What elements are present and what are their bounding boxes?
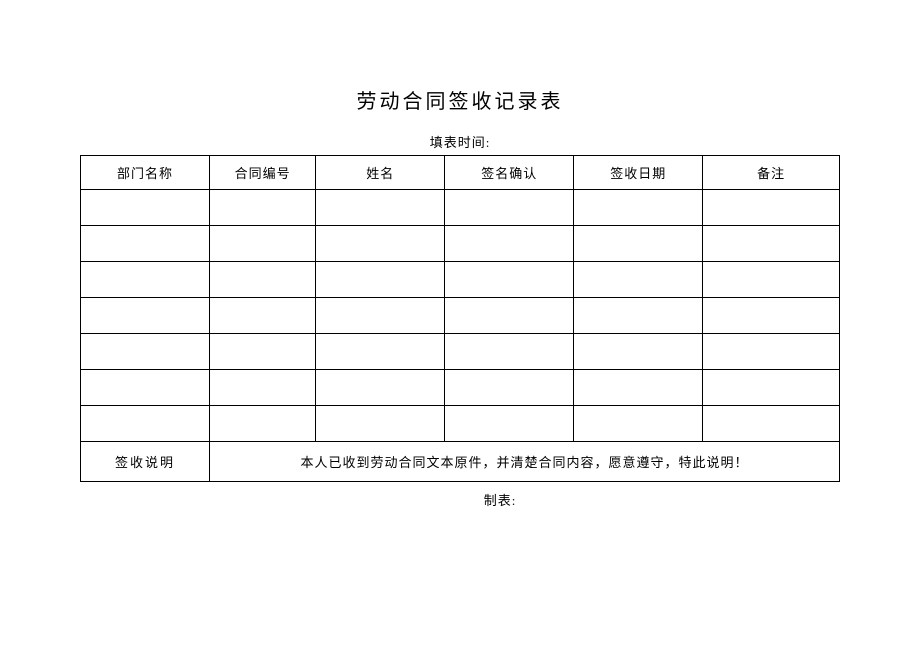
table-body: 签收说明 本人已收到劳动合同文本原件，并清楚合同内容，愿意遵守，特此说明！ [81,190,840,482]
col-date: 签收日期 [574,156,703,190]
record-table: 部门名称 合同编号 姓名 签名确认 签收日期 备注 签收说明 本人已收到劳动合同… [80,155,840,482]
col-signature: 签名确认 [445,156,574,190]
form-container: 劳动合同签收记录表 填表时间: 部门名称 合同编号 姓名 签名确认 签收日期 备… [80,85,840,509]
table-row [81,226,840,262]
table-header-row: 部门名称 合同编号 姓名 签名确认 签收日期 备注 [81,156,840,190]
col-remarks: 备注 [703,156,840,190]
maker-label: 制表: [80,490,840,509]
table-row [81,190,840,226]
fill-time-label: 填表时间: [80,132,840,151]
footer-row: 签收说明 本人已收到劳动合同文本原件，并清楚合同内容，愿意遵守，特此说明！ [81,442,840,482]
table-row [81,298,840,334]
form-title: 劳动合同签收记录表 [80,85,840,114]
col-department: 部门名称 [81,156,210,190]
col-name: 姓名 [316,156,445,190]
footer-label: 签收说明 [81,442,210,482]
col-contract-no: 合同编号 [210,156,316,190]
table-row [81,406,840,442]
footer-statement: 本人已收到劳动合同文本原件，并清楚合同内容，愿意遵守，特此说明！ [210,442,840,482]
table-row [81,334,840,370]
table-row [81,370,840,406]
table-row [81,262,840,298]
